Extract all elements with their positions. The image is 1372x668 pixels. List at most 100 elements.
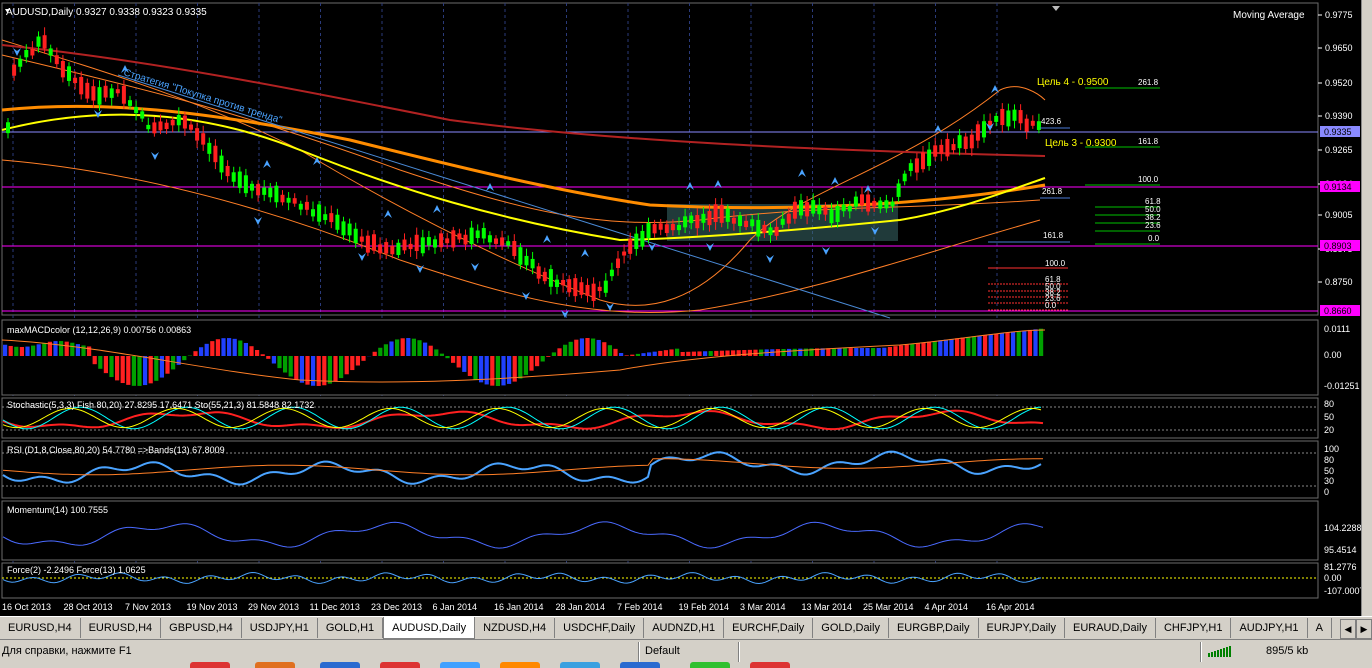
macd-bar [25, 347, 29, 356]
macd-bar [686, 352, 690, 356]
candle-body [43, 35, 47, 48]
time-label: 19 Nov 2013 [187, 602, 238, 612]
tab-scroll-right-icon[interactable]: ▶ [1356, 619, 1372, 639]
tab-eurgbp-daily[interactable]: EURGBP,Daily [889, 618, 979, 638]
macd-bar [462, 356, 466, 372]
candle-body [384, 242, 388, 254]
taskbar-app-icon[interactable] [255, 662, 295, 668]
candle-body [750, 219, 754, 226]
tab-euraud-daily[interactable]: EURAUD,Daily [1065, 618, 1156, 638]
macd-bar [871, 348, 875, 356]
tab-audusd-daily[interactable]: AUDUSD,Daily [383, 617, 475, 639]
tab-eurchf-daily[interactable]: EURCHF,Daily [724, 618, 813, 638]
candle-body [171, 120, 175, 126]
tab-eurusd-h4[interactable]: EURUSD,H4 [81, 618, 162, 638]
taskbar-app-icon[interactable] [620, 662, 660, 668]
macd-bar [104, 356, 108, 373]
macd-bar [585, 338, 589, 356]
candle-body [860, 194, 864, 205]
candle-body [79, 77, 83, 94]
candle-body [152, 122, 156, 133]
macd-bar [98, 356, 102, 369]
taskbar-app-icon[interactable] [560, 662, 600, 668]
candle-body [604, 281, 608, 293]
tab-a[interactable]: A [1308, 618, 1332, 638]
tab-nzdusd-h4[interactable]: NZDUSD,H4 [475, 618, 555, 638]
right-scrollbar[interactable] [1361, 0, 1372, 616]
momentum-panel[interactable] [2, 501, 1318, 560]
candle-body [897, 183, 901, 196]
taskbar-app-icon[interactable] [440, 662, 480, 668]
candle-body [85, 83, 89, 99]
macd-panel[interactable] [2, 320, 1318, 395]
macd-label: maxMACDcolor (12,12,26,9) 0.00756 0.0086… [7, 325, 191, 335]
force-panel[interactable] [2, 563, 1318, 598]
rsi-label: RSI (D1,8,Close,80,20) 54.7780 =>Bands(1… [7, 445, 225, 455]
candle-body [6, 122, 10, 133]
time-label: 16 Oct 2013 [2, 602, 51, 612]
tab-eurjpy-daily[interactable]: EURJPY,Daily [979, 618, 1066, 638]
time-label: 4 Apr 2014 [925, 602, 969, 612]
candle-body [775, 227, 779, 236]
macd-bar [429, 346, 433, 356]
candle-body [964, 137, 968, 149]
candle-body [756, 220, 760, 237]
taskbar-app-icon[interactable] [500, 662, 540, 668]
candle-body [360, 237, 364, 242]
taskbar-app-icon[interactable] [750, 662, 790, 668]
time-label: 23 Dec 2013 [371, 602, 422, 612]
candle-body [512, 241, 516, 256]
macd-bar [384, 344, 388, 356]
taskbar-app-icon[interactable] [320, 662, 360, 668]
candle-body [98, 87, 102, 105]
candle-body [305, 202, 309, 210]
tab-audjpy-h1[interactable]: AUDJPY,H1 [1231, 618, 1307, 638]
candle-body [915, 158, 919, 172]
taskbar-app-icon[interactable] [190, 662, 230, 668]
macd-bar [361, 356, 365, 361]
candle-body [55, 55, 59, 64]
force-scale-mid: 0.00 [1324, 573, 1342, 583]
candle-body [238, 172, 242, 188]
taskbar-app-icon[interactable] [690, 662, 730, 668]
tab-gbpusd-h4[interactable]: GBPUSD,H4 [161, 618, 242, 638]
candle-body [884, 200, 888, 208]
fib-level-label: 23.6 [1145, 221, 1161, 230]
chart-canvas[interactable]: AUDUSD,Daily 0.9327 0.9338 0.9323 0.9335… [0, 0, 1362, 616]
chart-area[interactable]: AUDUSD,Daily 0.9327 0.9338 0.9323 0.9335… [0, 0, 1362, 616]
macd-bar [1033, 329, 1037, 356]
status-separator [638, 642, 640, 662]
momentum-label: Momentum(14) 100.7555 [7, 505, 108, 515]
candle-body [293, 198, 297, 203]
tab-gold-h1[interactable]: GOLD,H1 [318, 618, 383, 638]
tab-scroll-left-icon[interactable]: ◀ [1340, 619, 1356, 639]
status-profile[interactable]: Default [645, 645, 680, 657]
candle-body [762, 225, 766, 233]
tab-chfjpy-h1[interactable]: CHFJPY,H1 [1156, 618, 1231, 638]
tab-gold-daily[interactable]: GOLD,Daily [813, 618, 889, 638]
tab-usdjpy-h1[interactable]: USDJPY,H1 [242, 618, 318, 638]
macd-scale-mid: 0.00 [1324, 350, 1342, 360]
target-4-label[interactable]: Цель 4 - 0.9500 [1037, 77, 1109, 88]
macd-bar [793, 349, 797, 356]
tab-audnzd-h1[interactable]: AUDNZD,H1 [644, 618, 724, 638]
tab-eurusd-h4[interactable]: EURUSD,H4 [0, 618, 81, 638]
macd-bar [720, 351, 724, 356]
tab-usdchf-daily[interactable]: USDCHF,Daily [555, 618, 644, 638]
fib-level-label: 0.0 [1045, 301, 1057, 310]
fib-level-label: 161.8 [1043, 231, 1064, 240]
macd-bar [137, 356, 141, 386]
macd-bar [949, 339, 953, 356]
candle-body [744, 221, 748, 227]
candle-body [1031, 121, 1035, 126]
taskbar-app-icon[interactable] [380, 662, 420, 668]
macd-bar [121, 356, 125, 383]
macd-bar [882, 348, 886, 356]
macd-bar [983, 335, 987, 356]
macd-bar [557, 348, 561, 356]
candle-body [659, 223, 663, 229]
candle-body [91, 86, 95, 100]
candle-body [689, 216, 693, 223]
candle-body [317, 204, 321, 221]
